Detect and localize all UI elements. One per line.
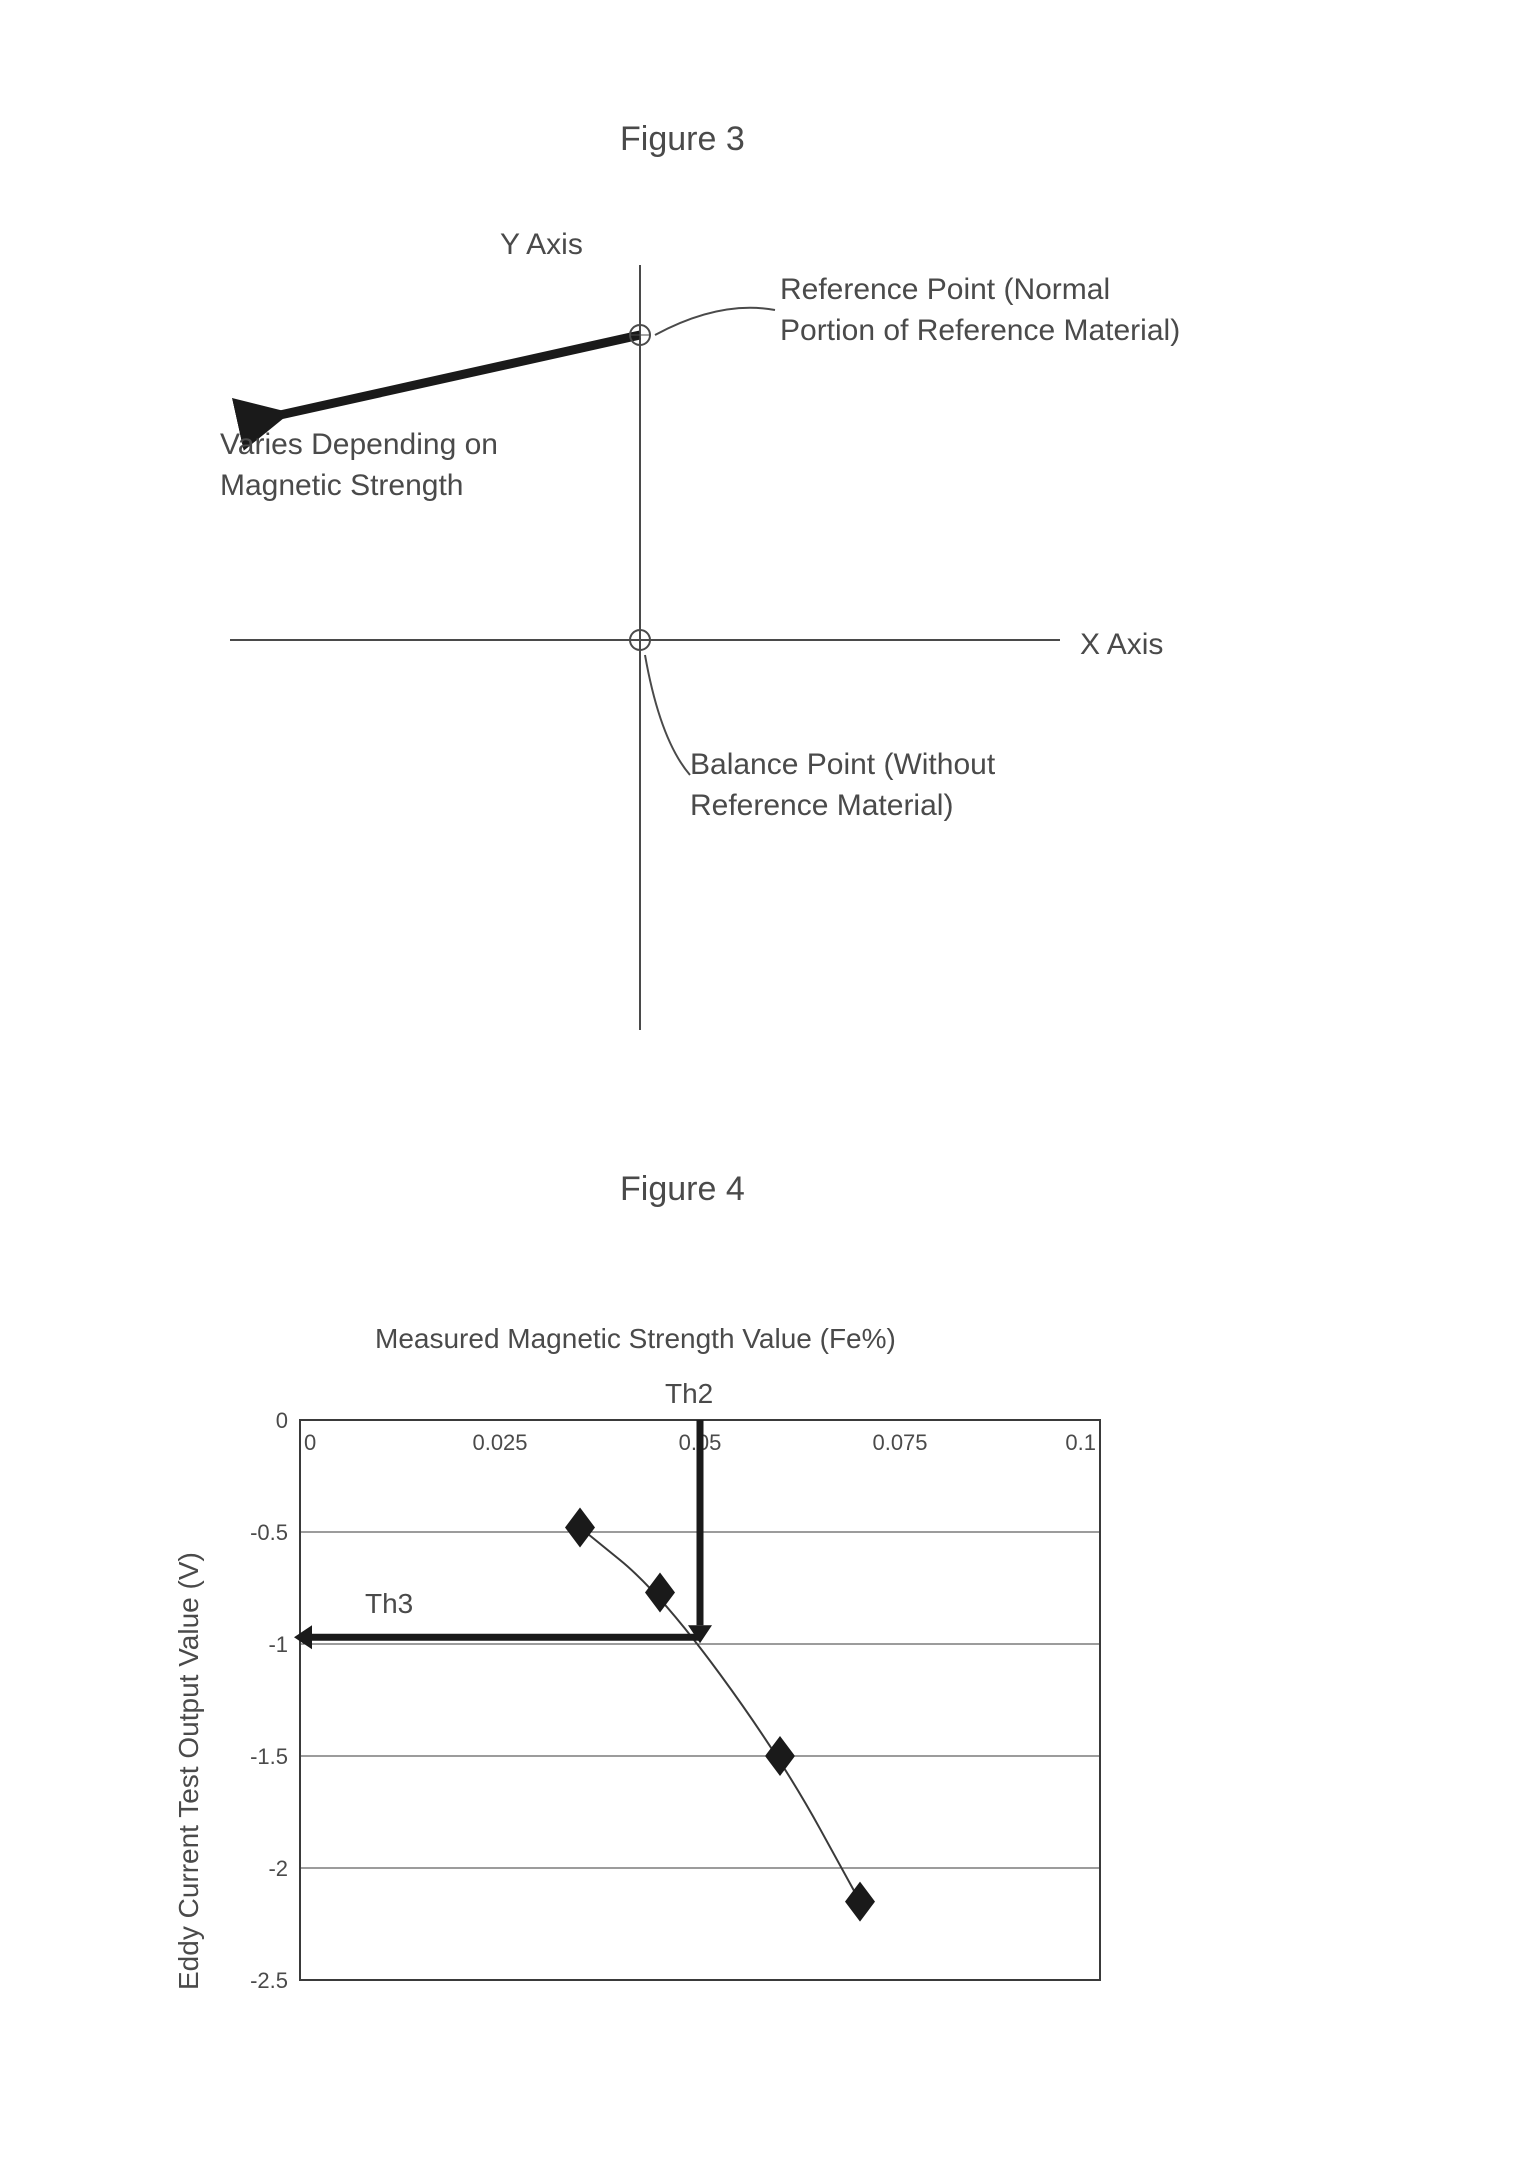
- svg-text:0: 0: [304, 1430, 316, 1455]
- svg-text:-1.5: -1.5: [250, 1744, 288, 1769]
- svg-text:-1: -1: [268, 1632, 288, 1657]
- svg-text:-2.5: -2.5: [250, 1968, 288, 1993]
- page: Figure 3 Y Axis X Axis Reference Point (…: [0, 0, 1518, 2182]
- svg-text:-0.5: -0.5: [250, 1520, 288, 1545]
- svg-text:0: 0: [276, 1408, 288, 1433]
- svg-text:-2: -2: [268, 1856, 288, 1881]
- figure4-chart: 00.0250.050.0750.10-0.5-1-1.5-2-2.5: [0, 0, 1518, 2182]
- svg-text:0.1: 0.1: [1065, 1430, 1096, 1455]
- svg-text:0.025: 0.025: [472, 1430, 527, 1455]
- svg-text:0.075: 0.075: [872, 1430, 927, 1455]
